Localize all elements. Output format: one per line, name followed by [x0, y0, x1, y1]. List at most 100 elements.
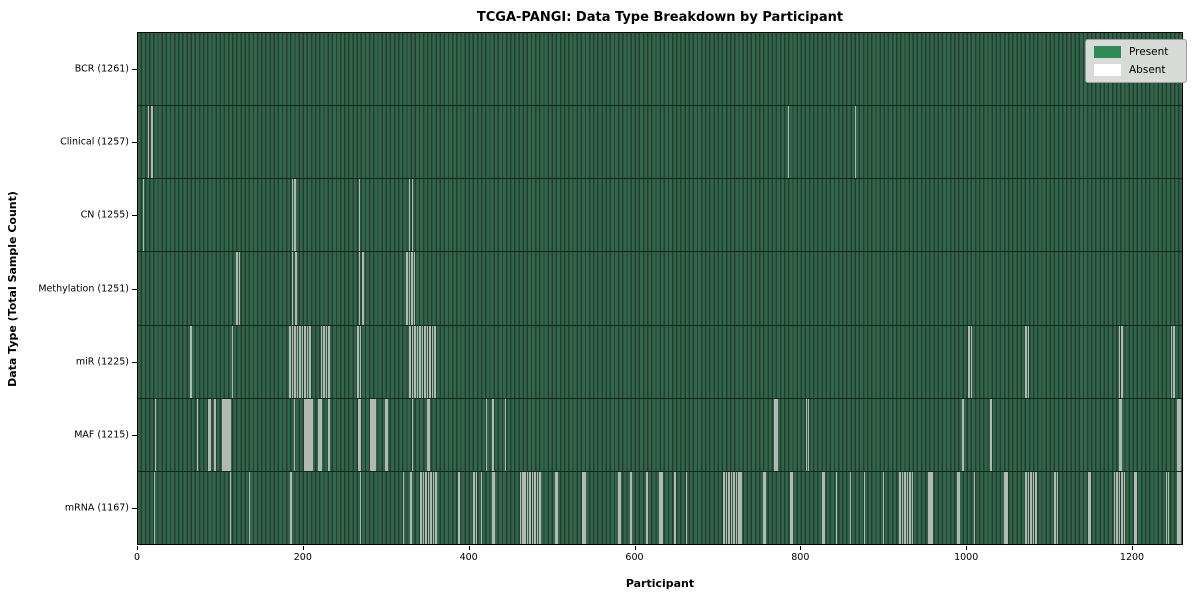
absent-mark	[426, 398, 429, 471]
absent-mark	[899, 471, 901, 544]
chart-title: TCGA-PANGI: Data Type Breakdown by Parti…	[476, 10, 844, 25]
heatmap-row-maf	[138, 398, 1182, 472]
legend: Present Absent	[1085, 39, 1187, 83]
absent-mark	[534, 471, 536, 544]
absent-mark	[931, 471, 934, 544]
y-tick-label: MAF (1215)	[74, 429, 129, 441]
x-tick-mark	[1132, 546, 1133, 550]
absent-mark	[306, 398, 309, 471]
y-tick-label: BCR (1261)	[74, 63, 129, 75]
absent-mark	[384, 398, 387, 471]
absent-mark	[1056, 471, 1059, 544]
absent-mark	[1121, 325, 1123, 398]
absent-mark	[430, 471, 432, 544]
absent-mark	[1133, 471, 1136, 544]
absent-mark	[1179, 398, 1181, 471]
absent-mark	[371, 398, 373, 471]
absent-mark	[410, 471, 412, 544]
absent-mark	[524, 471, 526, 544]
absent-mark	[1004, 471, 1006, 544]
y-tick-label: miR (1225)	[75, 356, 129, 368]
absent-mark	[224, 398, 227, 471]
absent-mark	[328, 325, 330, 398]
absent-mark	[823, 471, 825, 544]
absent-mark	[323, 325, 325, 398]
absent-mark	[153, 471, 156, 544]
absent-mark	[308, 398, 310, 471]
absent-mark	[294, 325, 296, 398]
absent-mark	[582, 471, 584, 544]
absent-mark	[733, 471, 735, 544]
absent-mark	[225, 398, 228, 471]
y-tick-label: CN (1255)	[80, 209, 129, 221]
absent-mark	[1116, 471, 1118, 544]
absent-mark	[386, 398, 388, 471]
absent-mark	[428, 398, 430, 471]
absent-mark	[305, 398, 307, 471]
absent-mark	[1113, 471, 1116, 544]
legend-swatch-icon	[1094, 64, 1121, 76]
absent-mark	[318, 398, 320, 471]
absent-mark	[434, 325, 436, 398]
x-tick-label: 0	[133, 552, 141, 563]
absent-mark	[762, 471, 765, 544]
absent-mark	[1118, 471, 1121, 544]
absent-mark	[522, 471, 524, 544]
absent-mark	[1025, 325, 1027, 398]
absent-mark	[882, 471, 885, 544]
absent-mark	[429, 325, 431, 398]
x-tick-mark	[302, 546, 304, 550]
absent-mark	[911, 471, 914, 544]
absent-mark	[290, 471, 292, 544]
absent-mark	[493, 471, 496, 544]
absent-mark	[519, 471, 522, 544]
absent-mark	[485, 398, 488, 471]
absent-mark	[618, 471, 620, 544]
absent-mark	[821, 471, 824, 544]
absent-mark	[359, 325, 362, 398]
absent-mark	[968, 325, 970, 398]
absent-mark	[402, 471, 405, 544]
absent-mark	[957, 471, 959, 544]
absent-mark	[539, 471, 541, 544]
absent-mark	[248, 471, 251, 544]
absent-mark	[973, 471, 976, 544]
x-tick-label: 200	[293, 552, 312, 563]
absent-mark	[1123, 471, 1126, 544]
absent-mark	[147, 106, 150, 179]
absent-mark	[790, 471, 792, 544]
absent-mark	[359, 398, 362, 471]
absent-mark	[492, 471, 494, 544]
absent-mark	[805, 398, 808, 471]
absent-mark	[630, 471, 632, 544]
absent-mark	[289, 325, 291, 398]
y-tick-mark	[132, 361, 137, 363]
absent-mark	[224, 398, 226, 471]
absent-mark	[906, 471, 909, 544]
absent-mark	[301, 325, 304, 398]
x-tick-mark	[468, 546, 470, 550]
absent-mark	[293, 398, 296, 471]
absent-mark	[958, 471, 961, 544]
legend-entry-present: Present	[1094, 46, 1178, 58]
absent-mark	[358, 252, 361, 325]
absent-mark	[296, 325, 299, 398]
absent-mark	[854, 106, 857, 179]
absent-mark	[1006, 471, 1008, 544]
absent-mark	[584, 471, 586, 544]
y-tick-mark	[132, 68, 137, 70]
x-tick-mark	[137, 546, 138, 550]
absent-mark	[196, 398, 199, 471]
absent-mark	[311, 398, 314, 471]
x-tick-label: 600	[625, 552, 644, 563]
absent-mark	[962, 398, 964, 471]
legend-label: Present	[1129, 46, 1169, 58]
absent-mark	[142, 179, 145, 252]
absent-mark	[291, 252, 294, 325]
absent-mark	[413, 252, 416, 325]
absent-mark	[740, 471, 742, 544]
absent-mark	[207, 398, 210, 471]
absent-mark	[1032, 471, 1035, 544]
absent-mark	[1121, 471, 1123, 544]
absent-mark	[556, 471, 559, 544]
